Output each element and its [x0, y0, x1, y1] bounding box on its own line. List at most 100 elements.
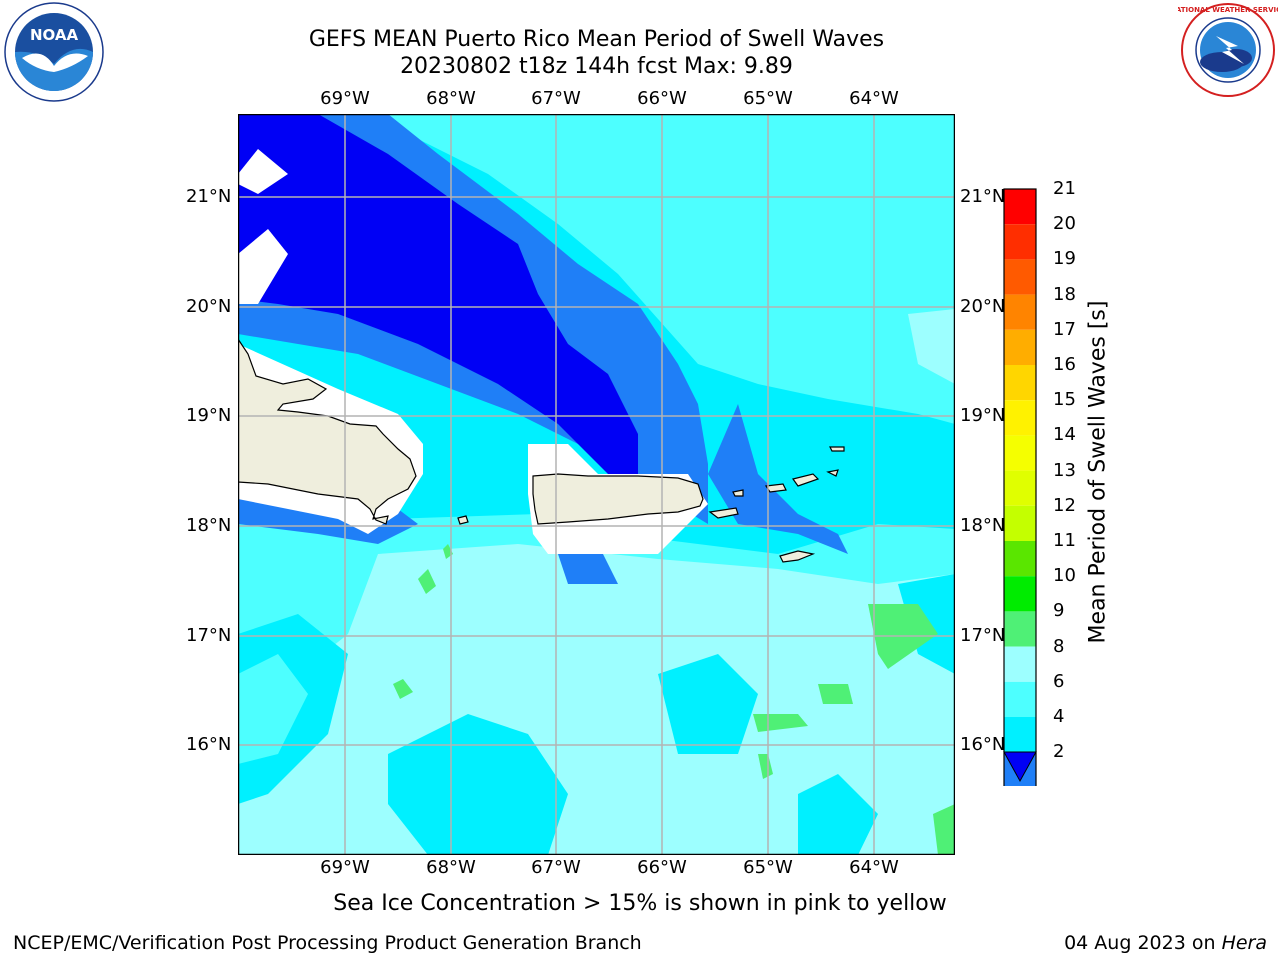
- island: [708, 507, 739, 519]
- lat-label-left: 17°N: [186, 625, 232, 646]
- map-frame: [238, 114, 955, 855]
- lat-label-right: 17°N: [960, 625, 1006, 646]
- colorbar-box: [1004, 611, 1036, 647]
- lat-label-right: 20°N: [960, 296, 1006, 317]
- colorbar-box: [1004, 646, 1036, 682]
- colorbar-box: [1004, 189, 1036, 225]
- nws-logo: NATIONAL WEATHER SERVICE: [1178, 3, 1278, 97]
- colorbar-box: [1004, 470, 1036, 506]
- contour-10-11: [393, 679, 413, 699]
- colorbar-box: [1004, 294, 1036, 330]
- colorbar-frame: [1003, 188, 1037, 786]
- colorbar-tick-label: 18: [1053, 283, 1076, 305]
- island: [457, 515, 469, 525]
- colorbar-box: [1004, 224, 1036, 260]
- colorbar-tick-label: 17: [1053, 318, 1076, 340]
- colorbar-title: Mean Period of Swell Waves [s]: [1085, 300, 1111, 644]
- lat-label-left: 16°N: [186, 734, 232, 755]
- colorbar-box: [1004, 365, 1036, 401]
- hispaniola-land: [238, 337, 417, 525]
- island: [732, 489, 744, 497]
- colorbar-box: [1004, 541, 1036, 577]
- lon-label-bottom: 67°W: [531, 857, 581, 878]
- noaa-logo-text: NOAA: [30, 26, 79, 44]
- lon-label-top: 68°W: [426, 88, 476, 109]
- footer-date-text: 04 Aug 2023 on: [1064, 932, 1222, 954]
- colorbar-tick-label: 12: [1053, 494, 1076, 516]
- colorbar-tick-label: 10: [1053, 565, 1076, 587]
- footer-credit: NCEP/EMC/Verification Post Processing Pr…: [13, 932, 642, 954]
- island: [779, 550, 816, 563]
- contour-10-11: [758, 754, 773, 779]
- colorbar-tick-label: 21: [1053, 178, 1076, 199]
- colorbar-box: [1004, 681, 1036, 717]
- lat-label-right: 21°N: [960, 186, 1006, 207]
- chart-title: GEFS MEAN Puerto Rico Mean Period of Swe…: [308, 27, 885, 52]
- lon-label-bottom: 66°W: [637, 857, 687, 878]
- lon-label-top: 66°W: [637, 88, 687, 109]
- lon-label-top: 64°W: [849, 88, 899, 109]
- colorbar-box: [1004, 576, 1036, 612]
- contour-6-8: [388, 714, 568, 855]
- lon-label-top: 67°W: [531, 88, 581, 109]
- colorbar-tick-label: 14: [1053, 424, 1076, 446]
- lon-label-bottom: 64°W: [849, 857, 899, 878]
- island: [764, 483, 787, 493]
- colorbar-box: [1004, 400, 1036, 436]
- colorbar-tick-label: 19: [1053, 248, 1076, 270]
- puerto-rico-land: [532, 473, 704, 525]
- island: [829, 446, 845, 452]
- colorbar: [1003, 188, 1037, 786]
- noaa-logo: NOAA: [4, 2, 104, 102]
- colorbar-tick-label: 15: [1053, 389, 1076, 411]
- no-data-area: [238, 229, 288, 304]
- colorbar-tick-label: 16: [1053, 354, 1076, 375]
- lon-label-bottom: 69°W: [320, 857, 370, 878]
- island: [826, 469, 839, 477]
- contour-6-8: [798, 774, 878, 855]
- contour-8-9: [238, 654, 308, 764]
- no-data-area: [238, 149, 288, 194]
- colorbar-box: [1004, 259, 1036, 295]
- contour-9-10: [908, 309, 955, 384]
- sea-ice-note: Sea Ice Concentration > 15% is shown in …: [333, 891, 947, 916]
- footer-date: 04 Aug 2023 on Hera: [1064, 932, 1267, 954]
- contour-10-11: [418, 569, 436, 594]
- colorbar-box: [1004, 435, 1036, 471]
- colorbar-box: [1004, 329, 1036, 365]
- contour-8-9: [358, 114, 955, 424]
- lon-label-top: 65°W: [743, 88, 793, 109]
- lat-label-right: 18°N: [960, 515, 1006, 536]
- colorbar-tick-label: 2: [1053, 741, 1065, 763]
- swell-period-map: [238, 114, 955, 855]
- nws-logo-text: NATIONAL WEATHER SERVICE: [1178, 6, 1278, 14]
- lon-label-bottom: 68°W: [426, 857, 476, 878]
- colorbar-tick-label: 8: [1053, 635, 1065, 657]
- lat-label-left: 18°N: [186, 515, 232, 536]
- lon-label-top: 69°W: [320, 88, 370, 109]
- contour-10-11: [753, 714, 808, 732]
- lat-label-right: 19°N: [960, 405, 1006, 426]
- island: [791, 473, 820, 487]
- graticule: [238, 114, 955, 855]
- lat-label-left: 19°N: [186, 405, 232, 426]
- contour-10-11: [818, 684, 853, 704]
- footer-host: Hera: [1221, 932, 1267, 954]
- colorbar-tick-label: 13: [1053, 459, 1076, 481]
- lon-label-bottom: 65°W: [743, 857, 793, 878]
- colorbar-tick-label: 9: [1053, 600, 1065, 622]
- lat-label-left: 21°N: [186, 186, 232, 207]
- contour-10-11: [933, 804, 955, 855]
- chart-subtitle: 20230802 t18z 144h fcst Max: 9.89: [400, 54, 793, 79]
- contour-6-8: [658, 654, 758, 754]
- colorbar-box: [1004, 717, 1036, 753]
- colorbar-tick-label: 4: [1053, 706, 1065, 727]
- lat-label-left: 20°N: [186, 296, 232, 317]
- colorbar-box: [1004, 505, 1036, 541]
- contour-4-6: [708, 404, 848, 554]
- colorbar-tick-label: 6: [1053, 670, 1065, 692]
- colorbar-tick-label: 11: [1053, 530, 1076, 551]
- lat-label-right: 16°N: [960, 734, 1006, 755]
- contour-2-4: [508, 334, 538, 369]
- colorbar-tick-label: 20: [1053, 213, 1076, 235]
